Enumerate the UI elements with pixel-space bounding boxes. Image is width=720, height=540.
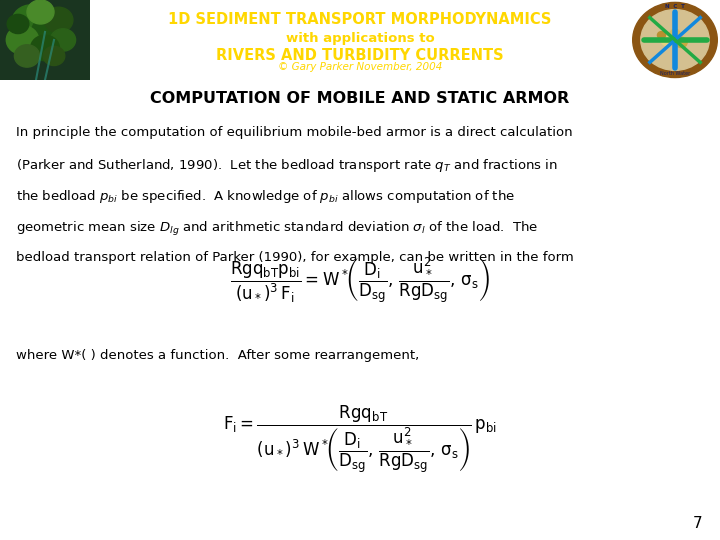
Text: $\mathrm{F_i = \dfrac{Rgq_{bT}}{(u_*)^3\,W^*\!\left(\dfrac{D_i}{D_{sg}},\,\dfrac: $\mathrm{F_i = \dfrac{Rgq_{bT}}{(u_*)^3\…	[223, 403, 497, 475]
Text: © Gary Parker November, 2004: © Gary Parker November, 2004	[278, 62, 442, 72]
Circle shape	[12, 5, 51, 40]
Circle shape	[14, 45, 40, 67]
Text: the bedload $p_{bi}$ be specified.  A knowledge of $p_{bi}$ allows computation o: the bedload $p_{bi}$ be specified. A kno…	[16, 188, 515, 206]
Text: where W*( ) denotes a function.  After some rearrangement,: where W*( ) denotes a function. After so…	[16, 349, 419, 362]
Text: RIVERS AND TURBIDITY CURRENTS: RIVERS AND TURBIDITY CURRENTS	[216, 48, 504, 63]
Text: In principle the computation of equilibrium mobile-bed armor is a direct calcula: In principle the computation of equilibr…	[16, 126, 572, 139]
Circle shape	[30, 35, 60, 60]
Text: $\mathrm{\dfrac{Rgq_{bT}p_{bi}}{(u_*)^3\,F_i} = W^*\!\left(\dfrac{D_i}{D_{sg}},\: $\mathrm{\dfrac{Rgq_{bT}p_{bi}}{(u_*)^3\…	[230, 255, 490, 305]
Circle shape	[27, 0, 54, 24]
Circle shape	[670, 29, 680, 38]
Text: (Parker and Sutherland, 1990).  Let the bedload transport rate $q_T$ and fractio: (Parker and Sutherland, 1990). Let the b…	[16, 157, 557, 174]
Circle shape	[6, 25, 39, 55]
Text: geometric mean size $D_{lg}$ and arithmetic standard deviation $\sigma_l$ of the: geometric mean size $D_{lg}$ and arithme…	[16, 220, 538, 238]
Circle shape	[633, 2, 717, 78]
Circle shape	[661, 34, 675, 46]
Circle shape	[32, 16, 68, 48]
Circle shape	[7, 15, 29, 33]
Circle shape	[44, 7, 73, 33]
Circle shape	[641, 10, 709, 70]
Text: with applications to: with applications to	[286, 32, 434, 45]
Circle shape	[657, 31, 665, 39]
Circle shape	[50, 29, 76, 51]
Text: 1D SEDIMENT TRANSPORT MORPHODYNAMICS: 1D SEDIMENT TRANSPORT MORPHODYNAMICS	[168, 12, 552, 27]
Text: COMPUTATION OF MOBILE AND STATIC ARMOR: COMPUTATION OF MOBILE AND STATIC ARMOR	[150, 91, 570, 106]
Circle shape	[43, 46, 65, 65]
Circle shape	[675, 37, 687, 48]
Text: bedload transport relation of Parker (1990), for example, can be written in the : bedload transport relation of Parker (19…	[16, 251, 574, 264]
Text: 7: 7	[693, 516, 702, 531]
Text: N  C  T: N C T	[665, 4, 685, 9]
Text: North Water: North Water	[660, 71, 690, 76]
